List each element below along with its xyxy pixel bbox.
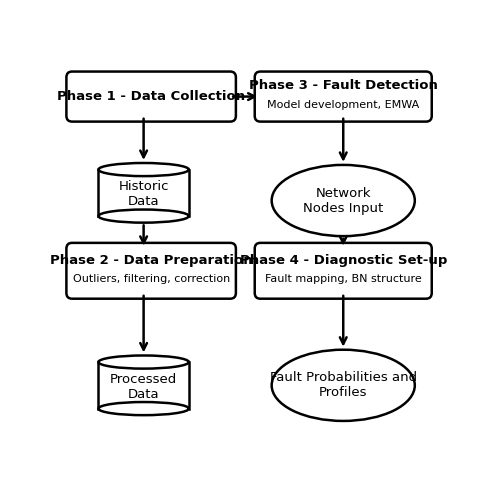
- Ellipse shape: [98, 356, 189, 368]
- Bar: [98, 170, 189, 216]
- Text: Model development, EMWA: Model development, EMWA: [267, 100, 419, 110]
- Text: Phase 2 - Data Preparation: Phase 2 - Data Preparation: [50, 254, 252, 266]
- Text: Historic
Data: Historic Data: [119, 180, 169, 208]
- Text: Processed
Data: Processed Data: [110, 372, 177, 400]
- Ellipse shape: [98, 163, 189, 176]
- Ellipse shape: [98, 210, 189, 222]
- FancyBboxPatch shape: [255, 243, 432, 298]
- FancyBboxPatch shape: [67, 243, 236, 298]
- Text: Outliers, filtering, correction: Outliers, filtering, correction: [72, 274, 230, 284]
- Text: Phase 3 - Fault Detection: Phase 3 - Fault Detection: [249, 80, 438, 92]
- Text: Network
Nodes Input: Network Nodes Input: [303, 186, 383, 214]
- Ellipse shape: [272, 350, 415, 421]
- FancyBboxPatch shape: [255, 72, 432, 122]
- Text: Fault mapping, BN structure: Fault mapping, BN structure: [265, 274, 422, 284]
- FancyBboxPatch shape: [67, 72, 236, 122]
- Text: Phase 1 - Data Collection: Phase 1 - Data Collection: [57, 90, 245, 103]
- Ellipse shape: [272, 165, 415, 236]
- Text: Fault Probabilities and
Profiles: Fault Probabilities and Profiles: [270, 372, 417, 400]
- Ellipse shape: [98, 402, 189, 415]
- Bar: [98, 362, 189, 408]
- Text: Phase 4 - Diagnostic Set-up: Phase 4 - Diagnostic Set-up: [240, 254, 447, 266]
